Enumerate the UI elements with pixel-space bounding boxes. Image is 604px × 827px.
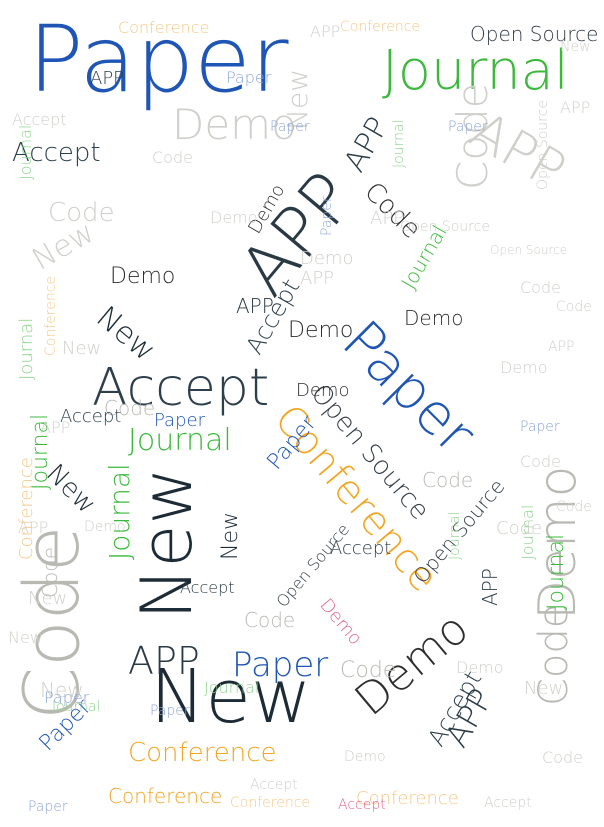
word-demo: Demo: [500, 358, 548, 377]
word-paper: Paper: [520, 419, 560, 435]
word-open-source: Open Source: [490, 243, 568, 257]
word-journal: Journal: [16, 124, 35, 180]
word-code: Code: [104, 396, 156, 420]
word-journal: Journal: [447, 511, 463, 560]
word-paper: Paper: [232, 645, 329, 685]
word-code: Code: [520, 278, 561, 297]
word-journal: Journal: [391, 119, 407, 168]
word-app: APP: [40, 418, 71, 437]
word-conference: Conference: [43, 275, 59, 356]
word-code: Code: [340, 658, 397, 683]
word-paper: Paper: [154, 410, 205, 431]
word-paper: Paper: [28, 6, 289, 113]
word-paper: Paper: [28, 799, 68, 815]
word-conference: Conference: [340, 19, 421, 35]
word-app: APP: [337, 111, 397, 178]
word-demo: Demo: [210, 208, 258, 227]
word-journal: Journal: [544, 533, 569, 610]
word-journal: Journal: [52, 699, 101, 715]
word-paper: Paper: [44, 688, 90, 707]
word-accept: Accept: [180, 578, 235, 597]
word-demo: Demo: [84, 519, 126, 535]
word-new: New: [28, 588, 68, 609]
word-code: Code: [520, 452, 561, 471]
word-new: New: [560, 39, 591, 55]
word-app: APP: [548, 339, 575, 355]
word-code: Code: [556, 299, 592, 315]
word-code: Code: [422, 468, 474, 492]
word-conference: Conference: [128, 738, 277, 768]
word-conference: Conference: [230, 795, 311, 811]
word-journal: Journal: [382, 39, 569, 102]
word-code: Code: [542, 748, 583, 767]
word-paper: Paper: [226, 68, 272, 87]
word-demo: Demo: [172, 100, 297, 149]
word-paper: Paper: [150, 703, 190, 719]
word-open-source: Open Source: [470, 22, 599, 46]
word-code: Code: [244, 608, 296, 632]
word-demo: Demo: [296, 380, 350, 401]
word-journal: Journal: [16, 317, 37, 380]
word-new: New: [8, 628, 43, 647]
word-journal: Journal: [204, 678, 260, 697]
word-new: New: [150, 654, 312, 740]
word-new: New: [62, 338, 102, 359]
word-accept: Accept: [330, 538, 392, 559]
word-app: APP: [128, 639, 200, 683]
word-conference: Conference: [16, 457, 37, 560]
word-demo: Demo: [404, 306, 464, 330]
word-demo: Demo: [110, 264, 176, 289]
word-code: Code: [48, 198, 115, 228]
word-app: APP: [90, 68, 125, 89]
word-demo: Demo: [456, 658, 504, 677]
word-app: APP: [310, 22, 341, 41]
word-accept: Accept: [12, 138, 101, 168]
word-code: Code: [556, 499, 592, 515]
word-new: New: [40, 678, 84, 702]
word-code: Code: [448, 82, 497, 190]
word-journal: Journal: [128, 423, 232, 458]
word-open-source: Open Source: [400, 219, 490, 235]
word-demo: Demo: [344, 749, 386, 765]
word-open-source: Open Source: [272, 519, 354, 611]
word-accept: Accept: [338, 797, 386, 813]
word-accept: Accept: [92, 358, 270, 418]
word-demo: Demo: [315, 594, 366, 650]
word-accept: Accept: [12, 110, 67, 129]
word-conference: Conference: [118, 18, 210, 37]
word-app: APP: [18, 518, 49, 537]
word-open-source: Open Source: [535, 100, 551, 190]
word-demo: Demo: [288, 318, 354, 343]
word-new: New: [26, 214, 101, 278]
word-accept: Accept: [484, 795, 532, 811]
word-new: New: [126, 467, 208, 620]
word-app: APP: [370, 208, 405, 229]
word-code: Code: [496, 518, 543, 539]
word-app: APP: [236, 294, 274, 318]
word-paper: Paper: [448, 119, 488, 135]
word-app: APP: [478, 568, 502, 606]
word-journal: Journal: [103, 463, 136, 560]
word-demo: Demo: [300, 248, 354, 269]
word-conference: Conference: [108, 784, 223, 808]
word-accept: Accept: [60, 406, 122, 427]
word-paper: Paper: [270, 119, 310, 135]
word-new: New: [524, 678, 564, 699]
word-app: APP: [300, 268, 335, 289]
word-app: APP: [560, 98, 591, 117]
word-conference: Conference: [356, 788, 459, 809]
word-accept: Accept: [250, 777, 298, 793]
word-paper: Paper: [319, 196, 335, 236]
word-new: New: [218, 512, 243, 560]
word-code: Code: [152, 148, 193, 167]
